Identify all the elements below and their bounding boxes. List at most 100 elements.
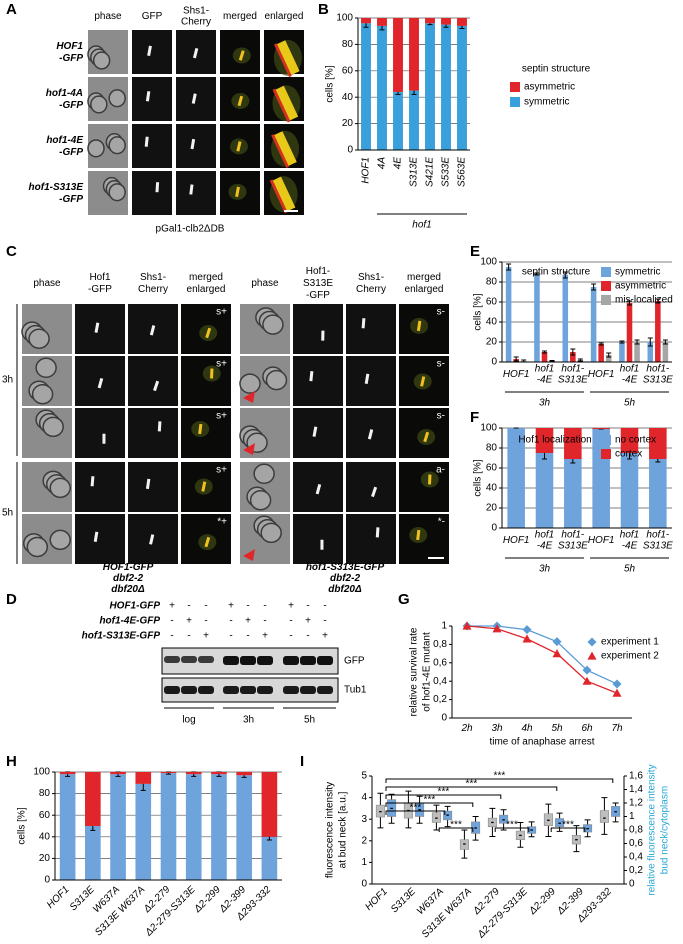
bar xyxy=(441,18,451,25)
x-tick-label: 4E xyxy=(393,157,404,170)
sign: - xyxy=(323,616,326,627)
axis-label: cells [%] xyxy=(325,65,336,102)
bar xyxy=(361,18,371,24)
x-tick-label: S313E xyxy=(409,157,420,187)
sign: - xyxy=(289,616,292,627)
y2-tick-label: 1 xyxy=(629,811,635,822)
sign: + xyxy=(186,616,192,627)
cell xyxy=(90,95,108,114)
cell xyxy=(35,357,57,379)
bar xyxy=(564,459,582,528)
legend-label: symmetric xyxy=(615,267,661,278)
sign: - xyxy=(263,616,266,627)
sign: - xyxy=(204,616,207,627)
panel-label: D xyxy=(6,591,17,608)
column-header: Hof1 -GFP xyxy=(88,272,112,295)
annotation: s+ xyxy=(216,307,227,318)
box xyxy=(599,810,609,823)
septin-signal xyxy=(145,478,151,490)
band xyxy=(198,656,214,663)
annotation: s- xyxy=(437,411,445,422)
y-tick-label: 5 xyxy=(361,771,367,782)
column-header: Shs1-Cherry xyxy=(356,272,386,295)
whisker xyxy=(545,803,552,837)
septin-edge xyxy=(273,43,292,78)
error-bar xyxy=(513,356,519,362)
caption: hof1-S313E-GFP dbf2-2 dbf20Δ xyxy=(306,562,385,595)
bar xyxy=(562,275,569,362)
legend-swatch xyxy=(601,295,611,305)
cell xyxy=(26,536,49,558)
y-tick-label: 0 xyxy=(361,879,367,890)
y2-tick-label: 0,2 xyxy=(629,865,643,876)
y-tick-label: 80 xyxy=(486,277,498,288)
axis-label: at bud neck [a.u.] xyxy=(338,791,349,868)
micrograph xyxy=(128,408,178,458)
y-tick-label: 0,8 xyxy=(433,639,447,650)
sign: - xyxy=(170,616,173,627)
y-tick-label: 100 xyxy=(480,423,497,434)
bar xyxy=(507,428,525,528)
column-header: enlarged xyxy=(265,11,304,22)
y-tick-label: 80 xyxy=(342,39,354,50)
x-tick-label: 3h xyxy=(491,723,503,734)
marker xyxy=(612,688,622,697)
y-tick-label: 0,2 xyxy=(433,694,447,705)
septin-signal xyxy=(416,529,421,541)
panel-label: G xyxy=(398,591,410,608)
x-tick-label: HOF1 xyxy=(503,535,530,546)
x-tick-label: hof1 -4E xyxy=(535,363,554,385)
time-label: 5h xyxy=(2,508,13,519)
septin-signal xyxy=(190,138,196,150)
y-tick-label: 60 xyxy=(486,297,498,308)
column-header: phase xyxy=(33,278,61,289)
septin-signal xyxy=(149,325,156,336)
error-bar xyxy=(591,283,597,291)
x-tick-label: Δ2-299 xyxy=(527,886,559,918)
y2-tick-label: 1,6 xyxy=(629,771,643,782)
band-label: Tub1 xyxy=(344,685,367,696)
error-bar xyxy=(506,263,512,271)
arrowhead xyxy=(243,443,255,455)
bar xyxy=(605,355,612,362)
marker xyxy=(587,651,597,660)
micrograph xyxy=(293,408,343,458)
micrograph xyxy=(346,514,396,564)
septin-signal xyxy=(273,131,297,167)
sign: + xyxy=(262,631,268,642)
whisker xyxy=(612,802,619,823)
sign: - xyxy=(263,601,266,612)
bar xyxy=(236,775,252,880)
whisker xyxy=(377,792,384,829)
annotation: *- xyxy=(438,517,445,528)
y-tick-label: 0,6 xyxy=(433,657,447,668)
whisker xyxy=(528,821,535,838)
whisker xyxy=(405,790,412,829)
significance-bracket xyxy=(385,786,558,791)
cell xyxy=(262,314,284,335)
legend-title: septin structure xyxy=(522,64,591,75)
bar xyxy=(535,428,554,453)
y-tick-label: 100 xyxy=(480,257,497,268)
whisker xyxy=(388,793,395,824)
x-tick-label: hof1 -4E xyxy=(535,529,554,551)
bar xyxy=(185,774,202,880)
y-tick-label: 60 xyxy=(39,810,51,821)
cell xyxy=(249,489,272,511)
y-tick-label: 40 xyxy=(486,317,498,328)
bar xyxy=(592,428,610,429)
legend-label: experiment 1 xyxy=(601,637,659,648)
legend-swatch xyxy=(510,97,520,107)
micrograph xyxy=(128,462,178,512)
x-tick-label: HOF1 xyxy=(361,157,372,184)
significance-label: *** xyxy=(438,787,450,798)
x-tick-label: 4A xyxy=(377,157,388,170)
cell xyxy=(31,383,54,405)
whisker xyxy=(433,804,440,831)
y-tick-label: 20 xyxy=(486,337,498,348)
sign: - xyxy=(323,601,326,612)
band xyxy=(223,686,239,694)
axis-label: cells [%] xyxy=(473,293,484,330)
micrograph xyxy=(293,514,343,564)
